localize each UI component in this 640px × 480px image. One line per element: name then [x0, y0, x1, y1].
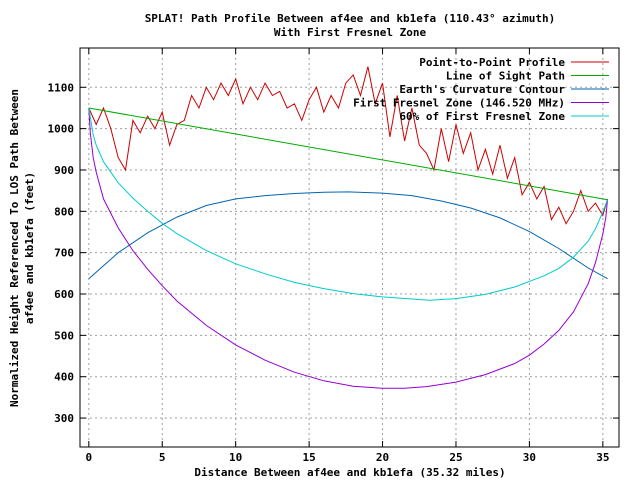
chart-title: SPLAT! Path Profile Between af4ee and kb…	[145, 12, 556, 25]
series-line-line-of-sight-path	[88, 107, 608, 201]
y-axis-label-line-1: Normalized Height Referenced To LOS Path…	[8, 89, 21, 407]
series-line-point-to-point-profile	[88, 66, 608, 225]
chart-subtitle: With First Fresnel Zone	[274, 26, 427, 39]
y-tick-label: 1100	[48, 81, 75, 94]
x-tick-label: 5	[159, 451, 166, 464]
legend-label: First Fresnel Zone (146.520 MHz)	[353, 97, 565, 110]
x-tick-label: 25	[449, 451, 462, 464]
y-tick-label: 600	[54, 288, 74, 301]
legend-label: Point-to-Point Profile	[419, 56, 565, 69]
y-tick-label: 700	[54, 247, 74, 260]
x-tick-label: 35	[596, 451, 609, 464]
series-line-earth-s-curvature-contour	[88, 191, 608, 280]
tick-layer: 0 5 10 15 20 25 30 35 300 400 500 600 700 800 900 1000 1…	[48, 48, 619, 464]
y-tick-label: 400	[54, 371, 74, 384]
y-tick-label: 900	[54, 164, 74, 177]
x-tick-label: 10	[229, 451, 242, 464]
y-tick-label: 1000	[48, 123, 75, 136]
y-tick-label: 500	[54, 329, 74, 342]
legend-label: Line of Sight Path	[446, 70, 565, 83]
x-tick-label: 15	[302, 451, 315, 464]
legend-label: 60% of First Fresnel Zone	[399, 110, 565, 123]
series-line-first-fresnel-zone-146-520-mhz	[88, 107, 608, 389]
legend-label: Earth's Curvature Contour	[399, 83, 565, 96]
x-tick-label: 0	[85, 451, 92, 464]
y-tick-label: 800	[54, 205, 74, 218]
x-tick-label: 30	[523, 451, 536, 464]
y-axis-label-line-2: af4ee and kb1efa (feet)	[23, 172, 36, 324]
x-tick-label: 20	[376, 451, 389, 464]
series-line-60-of-first-fresnel-zone	[88, 107, 608, 301]
series-layer	[88, 66, 608, 389]
y-tick-label: 300	[54, 412, 74, 425]
plot-frame	[79, 47, 620, 448]
x-axis-label: Distance Between af4ee and kb1efa (35.32…	[194, 466, 505, 479]
